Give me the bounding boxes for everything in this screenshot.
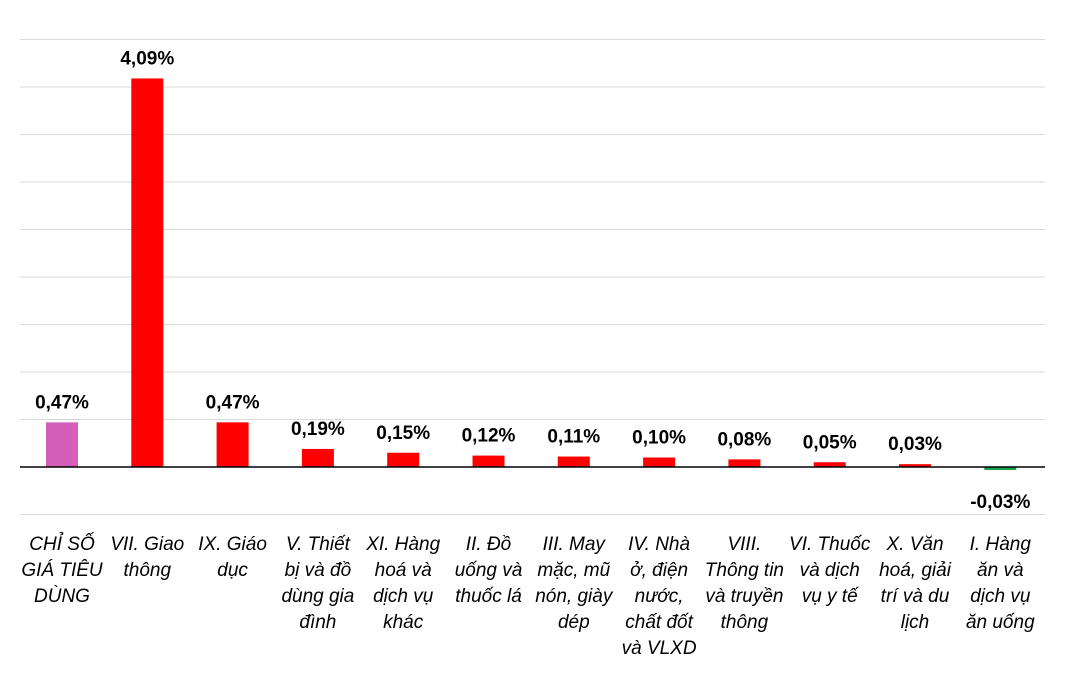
category-label-line: dịch vụ <box>373 586 434 607</box>
bar-2 <box>216 422 249 467</box>
category-label-line: ăn uống <box>965 612 1035 633</box>
category-label-line: ở, điện <box>630 560 689 581</box>
category-label-line: I. Hàng <box>969 534 1031 555</box>
category-label-line: V. Thiết <box>285 534 350 555</box>
category-label-line: và dịch <box>799 560 860 581</box>
category-label-line: Thông tin <box>704 560 784 581</box>
category-label-line: bị và đồ <box>284 560 352 581</box>
bar-7 <box>643 457 676 467</box>
category-label-line: GIÁ TIÊU <box>21 560 103 581</box>
value-label-7: 0,10% <box>632 428 686 449</box>
category-label-11: I. Hàng ăn và dịch vụ ăn uống <box>958 532 1042 636</box>
category-label-6: III. May mặc, mũ nón, giày dép <box>532 532 616 636</box>
gridlines <box>20 39 1045 515</box>
category-label-line: chất đốt <box>625 612 693 633</box>
category-label-line: nón, giày <box>535 586 613 607</box>
category-label-line: dịch vụ <box>970 586 1031 607</box>
bar-3 <box>301 448 334 467</box>
category-label-0: CHỈ SỐ GIÁ TIÊU DÙNG <box>20 532 104 610</box>
category-label-9: VI. Thuốc và dịch vụ y tế <box>788 532 872 610</box>
category-label-line: dục <box>217 560 248 581</box>
category-label-line: VII. Giao <box>110 534 185 555</box>
bar-8 <box>728 459 761 467</box>
value-label-5: 0,12% <box>462 426 516 447</box>
category-label-line: đình <box>299 612 337 633</box>
category-label-line: lịch <box>900 612 930 633</box>
category-label-line: ăn và <box>977 560 1024 581</box>
category-label-4: XI. Hàng hoá và dịch vụ khác <box>361 532 445 636</box>
category-label-line: VIII. <box>727 534 762 555</box>
value-labels: 0,47% 4,09% 0,47% 0,19% 0,15% 0,12% 0,11% 0,10%… <box>35 48 1030 513</box>
category-label-line: DÙNG <box>34 586 90 607</box>
category-label-1: VII. Giao thông <box>105 532 189 584</box>
category-label-line: khác <box>383 612 424 633</box>
category-label-line: XI. Hàng <box>366 534 441 555</box>
category-label-line: và VLXD <box>621 638 697 659</box>
category-label-line: hoá, giải <box>879 560 951 581</box>
category-label-line: uống và <box>454 560 523 581</box>
category-label-10: X. Văn hoá, giải trí và du lịch <box>873 532 957 636</box>
category-label-line: mặc, mũ <box>537 560 611 581</box>
category-label-line: X. Văn <box>886 534 944 555</box>
value-label-9: 0,05% <box>803 432 857 453</box>
value-label-6: 0,11% <box>547 427 600 448</box>
value-label-1: 4,09% <box>120 48 174 69</box>
category-label-5: II. Đồ uống và thuốc lá <box>447 532 531 610</box>
bar-0 <box>46 422 78 467</box>
category-label-7: IV. Nhà ở, điện nước, chất đốt và VLXD <box>617 532 701 662</box>
value-label-8: 0,08% <box>717 429 771 450</box>
category-label-line: CHỈ SỐ <box>29 534 95 555</box>
bar-10 <box>899 464 931 467</box>
value-label-4: 0,15% <box>376 423 430 444</box>
category-label-line: và truyền <box>705 586 784 607</box>
category-label-line: trí và du <box>880 586 950 607</box>
bar-9 <box>813 462 846 467</box>
category-label-line: nước, <box>634 586 684 607</box>
category-label-8: VIII. Thông tin và truyền thông <box>702 532 786 636</box>
category-label-line: IV. Nhà <box>628 534 691 555</box>
category-label-line: vụ y tế <box>801 586 858 607</box>
category-label-line: hoá và <box>374 560 432 581</box>
bar-6 <box>557 456 590 467</box>
category-label-line: VI. Thuốc <box>789 534 871 555</box>
category-label-2: IX. Giáo dục <box>191 532 275 584</box>
category-label-line: IX. Giáo <box>198 534 267 555</box>
category-label-line: thuốc lá <box>455 586 522 607</box>
value-label-10: 0,03% <box>888 434 942 455</box>
bar-11 <box>984 467 1017 470</box>
category-label-line: dùng gia <box>281 586 355 607</box>
category-label-3: V. Thiết bị và đồ dùng gia đình <box>276 532 360 636</box>
category-label-line: thông <box>123 560 172 581</box>
bar-5 <box>472 455 505 467</box>
bar-1 <box>131 78 164 467</box>
value-label-3: 0,19% <box>291 419 345 440</box>
category-label-line: dép <box>557 612 590 633</box>
bars <box>46 78 1017 470</box>
value-label-11: -0,03% <box>970 492 1030 513</box>
category-label-line: III. May <box>542 534 605 555</box>
value-label-2: 0,47% <box>206 392 260 413</box>
category-label-line: thông <box>720 612 769 633</box>
value-label-0: 0,47% <box>35 392 89 413</box>
bar-4 <box>387 452 420 467</box>
category-label-line: II. Đồ <box>465 534 512 555</box>
